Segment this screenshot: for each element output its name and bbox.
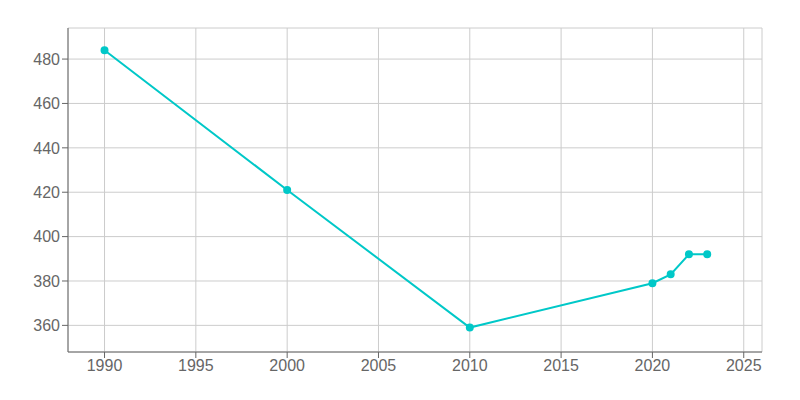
svg-text:400: 400 (33, 228, 60, 245)
svg-text:480: 480 (33, 51, 60, 68)
svg-text:420: 420 (33, 184, 60, 201)
svg-text:2010: 2010 (452, 357, 488, 374)
svg-text:460: 460 (33, 95, 60, 112)
svg-text:1995: 1995 (178, 357, 214, 374)
svg-text:440: 440 (33, 140, 60, 157)
svg-text:2005: 2005 (361, 357, 397, 374)
svg-text:2020: 2020 (635, 357, 671, 374)
svg-text:380: 380 (33, 273, 60, 290)
svg-text:1990: 1990 (87, 357, 123, 374)
svg-text:360: 360 (33, 317, 60, 334)
svg-text:2025: 2025 (726, 357, 762, 374)
svg-text:2015: 2015 (543, 357, 579, 374)
svg-text:2000: 2000 (269, 357, 305, 374)
